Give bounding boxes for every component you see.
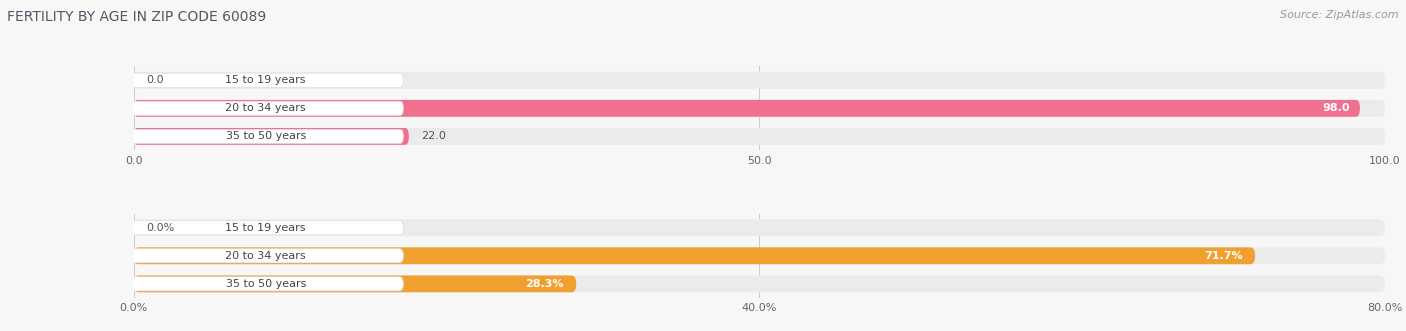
Text: 15 to 19 years: 15 to 19 years	[225, 223, 307, 233]
FancyBboxPatch shape	[134, 128, 1385, 145]
Text: 20 to 34 years: 20 to 34 years	[225, 251, 307, 261]
Text: 35 to 50 years: 35 to 50 years	[225, 279, 307, 289]
Text: 35 to 50 years: 35 to 50 years	[225, 131, 307, 141]
FancyBboxPatch shape	[134, 128, 409, 145]
FancyBboxPatch shape	[128, 101, 404, 116]
FancyBboxPatch shape	[134, 275, 576, 292]
FancyBboxPatch shape	[128, 277, 404, 291]
FancyBboxPatch shape	[134, 219, 1385, 236]
Text: 0.0: 0.0	[146, 75, 163, 85]
FancyBboxPatch shape	[134, 100, 1385, 117]
FancyBboxPatch shape	[128, 129, 404, 144]
Text: 20 to 34 years: 20 to 34 years	[225, 103, 307, 113]
FancyBboxPatch shape	[134, 72, 1385, 89]
Text: 28.3%: 28.3%	[526, 279, 564, 289]
FancyBboxPatch shape	[128, 249, 404, 263]
FancyBboxPatch shape	[134, 100, 1360, 117]
FancyBboxPatch shape	[134, 275, 1385, 292]
Text: 98.0: 98.0	[1323, 103, 1350, 113]
FancyBboxPatch shape	[128, 220, 404, 235]
Text: Source: ZipAtlas.com: Source: ZipAtlas.com	[1281, 10, 1399, 20]
Text: 0.0%: 0.0%	[146, 223, 174, 233]
Text: 15 to 19 years: 15 to 19 years	[225, 75, 307, 85]
FancyBboxPatch shape	[134, 247, 1256, 264]
Text: 22.0: 22.0	[422, 131, 446, 141]
FancyBboxPatch shape	[134, 247, 1385, 264]
Text: FERTILITY BY AGE IN ZIP CODE 60089: FERTILITY BY AGE IN ZIP CODE 60089	[7, 10, 266, 24]
Text: 71.7%: 71.7%	[1204, 251, 1243, 261]
FancyBboxPatch shape	[128, 73, 404, 87]
